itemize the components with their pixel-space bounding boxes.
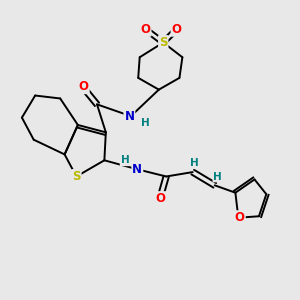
Text: O: O bbox=[141, 23, 151, 36]
Text: N: N bbox=[132, 163, 142, 176]
Text: S: S bbox=[72, 170, 81, 183]
Text: O: O bbox=[235, 211, 245, 224]
Text: H: H bbox=[141, 118, 150, 128]
Text: S: S bbox=[159, 36, 167, 49]
Text: O: O bbox=[155, 192, 165, 205]
Text: O: O bbox=[172, 23, 182, 36]
Text: H: H bbox=[213, 172, 222, 182]
Text: O: O bbox=[79, 80, 89, 93]
Text: H: H bbox=[121, 155, 129, 165]
Text: N: N bbox=[124, 110, 134, 123]
Text: H: H bbox=[190, 158, 199, 168]
